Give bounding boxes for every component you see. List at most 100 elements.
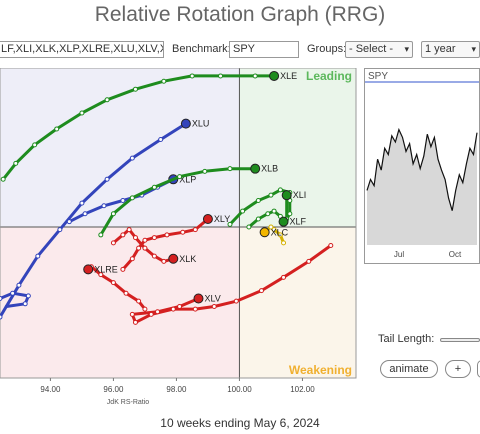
head-xlu <box>180 118 191 129</box>
tail-point <box>35 253 41 259</box>
tail-point <box>129 195 135 201</box>
chevron-down-icon: ▾ <box>471 44 476 54</box>
tail-point <box>265 211 271 217</box>
tail-point <box>177 303 183 309</box>
tail-point <box>148 311 154 317</box>
tail-point <box>104 176 110 182</box>
tail-point <box>287 211 293 217</box>
spy-panel-title: SPY <box>368 71 389 82</box>
tail-point <box>192 227 198 233</box>
page-title: Relative Rotation Graph (RRG) <box>94 3 386 26</box>
tail-point <box>101 203 107 209</box>
spy-x-tick-label: Oct <box>449 250 462 259</box>
spy-price-area <box>367 129 477 245</box>
tail-point <box>240 208 246 214</box>
benchmark-label: Benchmark: <box>172 43 231 55</box>
x-tick-label: 94.00 <box>40 385 61 394</box>
series-label: XLF <box>290 217 307 227</box>
tail-point <box>98 232 104 238</box>
tail-point <box>281 240 287 246</box>
period-select[interactable]: 1 year ▾ <box>421 41 480 58</box>
tail-point <box>277 187 283 193</box>
tail-point <box>136 245 142 251</box>
tail-point <box>13 160 19 166</box>
period-select-value: 1 year <box>425 43 456 55</box>
tail-point <box>202 168 208 174</box>
tail-point <box>252 73 258 79</box>
series-label: XLP <box>179 174 196 184</box>
tail-point <box>142 306 148 312</box>
tail-point <box>57 227 63 233</box>
series-label: XLK <box>179 254 196 264</box>
tail-point <box>151 184 157 190</box>
head-xlf <box>278 216 289 227</box>
tail-point <box>192 306 198 312</box>
series-label: XLY <box>214 214 230 224</box>
tail-point <box>255 216 261 222</box>
tail-point <box>120 232 126 238</box>
tail-point <box>54 126 60 132</box>
tail-point <box>120 266 126 272</box>
chevron-down-icon: ▾ <box>404 44 409 54</box>
head-xlk <box>168 253 179 264</box>
series-label: XLC <box>271 227 289 237</box>
tail-point <box>132 86 138 92</box>
quadrant-label-weakening: Weakening <box>289 363 352 377</box>
animate-button[interactable]: animate <box>380 360 438 378</box>
tail-point <box>0 176 6 182</box>
tail-length-slider[interactable] <box>440 338 480 342</box>
series-label: XLI <box>293 190 307 200</box>
quadrant-improving <box>0 68 240 227</box>
tail-point <box>155 309 161 315</box>
x-axis-label: JdK RS-Ratio <box>107 399 150 406</box>
head-xle <box>269 70 280 81</box>
tail-point <box>306 258 312 264</box>
tail-point <box>268 192 274 198</box>
tail-point <box>281 274 287 280</box>
tail-point <box>151 235 157 241</box>
spy-price-line <box>366 127 478 211</box>
groups-label: Groups: <box>307 43 347 55</box>
plot-frame <box>0 68 357 379</box>
tail-xlb <box>99 167 257 237</box>
spy-price-chart: Jul Oct <box>365 81 479 259</box>
tail-point <box>328 243 334 249</box>
benchmark-input[interactable]: SPY <box>229 41 299 58</box>
tail-point <box>271 208 277 214</box>
tail-point <box>22 301 28 307</box>
tail-point <box>151 253 157 259</box>
tail-point <box>233 298 239 304</box>
tail-point <box>246 224 252 230</box>
tail-point <box>0 314 3 320</box>
x-tick-label: 100.00 <box>227 385 252 394</box>
spy-panel: SPY Jul Oct <box>364 68 480 264</box>
tail-point <box>170 306 176 312</box>
tail-point <box>177 174 183 180</box>
quadrant-label-leading: Leading <box>306 69 352 83</box>
tail-point <box>180 229 186 235</box>
x-tick-label: 96.00 <box>103 385 124 394</box>
tail-point <box>79 110 85 116</box>
head-xlc <box>259 227 270 238</box>
tail-point <box>277 232 283 238</box>
series-label: XLE <box>280 71 297 81</box>
tail-point <box>129 256 135 262</box>
tail-point <box>211 303 217 309</box>
series-label: XLV <box>204 294 220 304</box>
head-xli <box>281 190 292 201</box>
tail-point <box>227 221 233 227</box>
groups-select[interactable]: - Select - ▾ <box>345 41 413 58</box>
tail-point <box>161 78 167 84</box>
tail-point <box>227 166 233 172</box>
tail-point <box>142 237 148 243</box>
tail-point <box>132 235 138 241</box>
tail-point <box>218 73 224 79</box>
zoom-in-button[interactable]: + <box>445 360 471 378</box>
head-xlb <box>250 163 261 174</box>
tail-point <box>79 200 85 206</box>
tail-point <box>271 227 277 233</box>
tail-point <box>10 290 16 296</box>
symbols-input[interactable]: LF,XLI,XLK,XLP,XLRE,XLU,XLV,XL <box>0 41 164 58</box>
tail-point <box>98 272 104 278</box>
